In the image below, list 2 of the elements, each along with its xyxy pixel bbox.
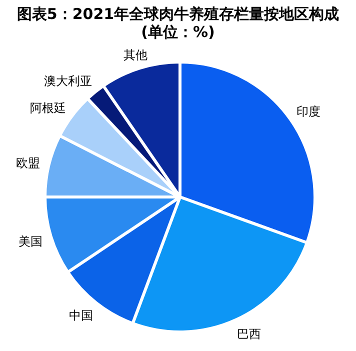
subtitle: (单位：%) [141, 23, 215, 41]
title: 图表5：2021年全球肉牛养殖存栏量按地区构成 [16, 5, 340, 23]
